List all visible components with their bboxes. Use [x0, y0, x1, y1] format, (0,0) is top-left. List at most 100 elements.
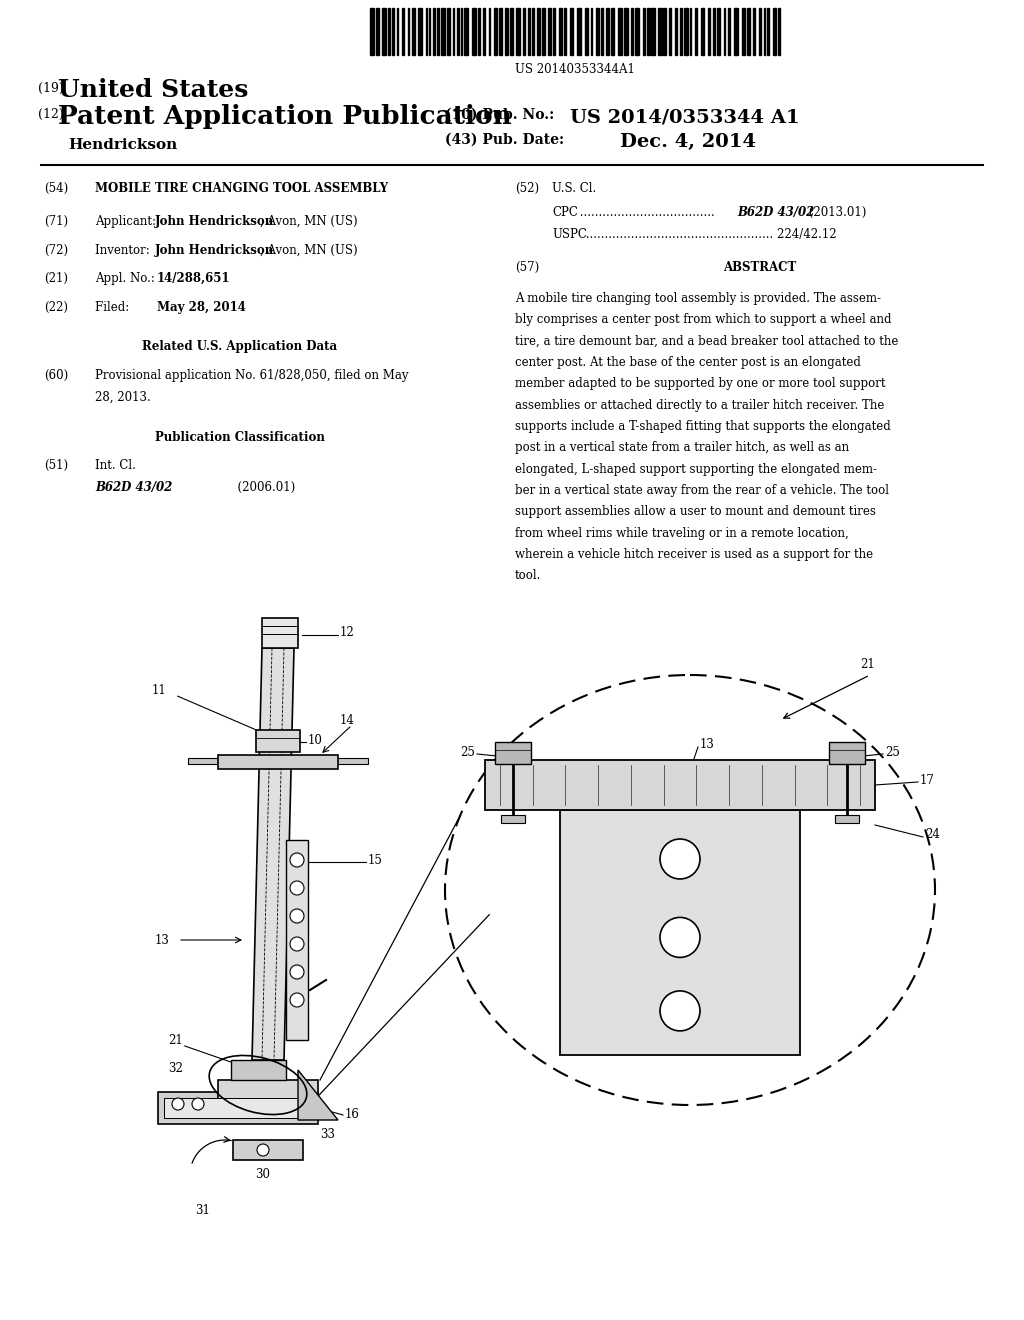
- Text: 28, 2013.: 28, 2013.: [95, 391, 151, 404]
- Bar: [643, 8, 645, 55]
- Bar: [537, 8, 540, 55]
- Text: Filed:: Filed:: [95, 301, 160, 314]
- Text: 23: 23: [710, 994, 725, 1007]
- Text: 14: 14: [340, 714, 355, 726]
- Text: 21: 21: [860, 659, 874, 672]
- Text: Inventor:: Inventor:: [95, 244, 161, 256]
- Polygon shape: [252, 648, 294, 1060]
- Bar: [478, 8, 480, 55]
- Bar: [485, 760, 874, 810]
- Bar: [734, 8, 738, 55]
- Text: 25: 25: [460, 746, 475, 759]
- Circle shape: [660, 917, 700, 957]
- Circle shape: [193, 1098, 204, 1110]
- Text: from wheel rims while traveling or in a remote location,: from wheel rims while traveling or in a …: [515, 527, 849, 540]
- Bar: [158, 1092, 318, 1125]
- Bar: [376, 8, 379, 55]
- Text: (2006.01): (2006.01): [200, 482, 295, 494]
- Bar: [391, 8, 394, 55]
- Bar: [461, 8, 462, 55]
- Bar: [829, 742, 865, 764]
- Bar: [532, 8, 534, 55]
- Text: member adapted to be supported by one or more tool support: member adapted to be supported by one or…: [515, 378, 886, 391]
- Bar: [647, 8, 649, 55]
- Text: Dec. 4, 2014: Dec. 4, 2014: [620, 133, 756, 150]
- Bar: [600, 8, 603, 55]
- Circle shape: [290, 853, 304, 867]
- Bar: [218, 755, 338, 770]
- Bar: [488, 8, 490, 55]
- Bar: [591, 8, 592, 55]
- Text: assemblies or attached directly to a trailer hitch receiver. The: assemblies or attached directly to a tra…: [515, 399, 885, 412]
- Text: elongated, L-shaped support supporting the elongated mem-: elongated, L-shaped support supporting t…: [515, 463, 877, 475]
- Text: 22: 22: [710, 921, 725, 935]
- Text: 12: 12: [340, 627, 354, 639]
- Bar: [440, 8, 444, 55]
- Bar: [553, 8, 555, 55]
- Text: (60): (60): [44, 370, 69, 381]
- Text: Hendrickson: Hendrickson: [68, 139, 177, 152]
- Text: (2013.01): (2013.01): [805, 206, 866, 219]
- Text: 13: 13: [155, 933, 170, 946]
- Text: (57): (57): [515, 261, 540, 275]
- Text: ber in a vertical state away from the rear of a vehicle. The tool: ber in a vertical state away from the re…: [515, 484, 889, 498]
- Bar: [680, 8, 682, 55]
- Bar: [218, 1080, 318, 1102]
- Text: Publication Classification: Publication Classification: [155, 430, 325, 444]
- Text: Provisional application No. 61/828,050, filed on May: Provisional application No. 61/828,050, …: [95, 370, 409, 381]
- Bar: [408, 8, 409, 55]
- Bar: [569, 8, 572, 55]
- Bar: [548, 8, 551, 55]
- Text: (22): (22): [44, 301, 68, 314]
- Text: US 20140353344A1: US 20140353344A1: [515, 63, 635, 77]
- Bar: [370, 8, 374, 55]
- Text: 24: 24: [925, 829, 940, 842]
- Text: center post. At the base of the center post is an elongated: center post. At the base of the center p…: [515, 356, 861, 370]
- Bar: [457, 8, 459, 55]
- Bar: [701, 8, 705, 55]
- Text: (10) Pub. No.:: (10) Pub. No.:: [445, 108, 554, 121]
- Bar: [742, 8, 744, 55]
- Bar: [689, 8, 691, 55]
- Circle shape: [290, 965, 304, 979]
- Bar: [611, 8, 614, 55]
- Text: United States: United States: [58, 78, 249, 102]
- Circle shape: [660, 840, 700, 879]
- Bar: [523, 8, 525, 55]
- Bar: [256, 730, 300, 752]
- Bar: [426, 8, 427, 55]
- Text: wherein a vehicle hitch receiver is used as a support for the: wherein a vehicle hitch receiver is used…: [515, 548, 873, 561]
- Bar: [464, 8, 468, 55]
- Text: Related U.S. Application Data: Related U.S. Application Data: [142, 341, 338, 354]
- Text: , Avon, MN (US): , Avon, MN (US): [260, 244, 357, 256]
- Bar: [396, 8, 398, 55]
- Circle shape: [290, 909, 304, 923]
- Text: 33: 33: [319, 1129, 335, 1142]
- Bar: [631, 8, 633, 55]
- Bar: [618, 8, 622, 55]
- Bar: [717, 8, 720, 55]
- Text: (43) Pub. Date:: (43) Pub. Date:: [445, 133, 564, 147]
- Text: 31: 31: [195, 1204, 210, 1217]
- Bar: [433, 8, 434, 55]
- Text: (72): (72): [44, 244, 69, 256]
- Bar: [585, 8, 588, 55]
- Bar: [753, 8, 755, 55]
- Text: 17: 17: [920, 774, 935, 787]
- Bar: [596, 8, 599, 55]
- Text: 14/288,651: 14/288,651: [157, 272, 230, 285]
- Text: (21): (21): [44, 272, 68, 285]
- Bar: [563, 8, 565, 55]
- Text: support assemblies allow a user to mount and demount tires: support assemblies allow a user to mount…: [515, 506, 876, 519]
- Bar: [428, 8, 430, 55]
- Text: 21: 21: [168, 1034, 182, 1047]
- Bar: [402, 8, 403, 55]
- Text: 16: 16: [345, 1109, 359, 1122]
- Bar: [499, 8, 502, 55]
- Bar: [412, 8, 415, 55]
- Bar: [495, 742, 531, 764]
- Bar: [657, 8, 662, 55]
- Bar: [764, 8, 765, 55]
- Circle shape: [290, 993, 304, 1007]
- Bar: [501, 814, 525, 822]
